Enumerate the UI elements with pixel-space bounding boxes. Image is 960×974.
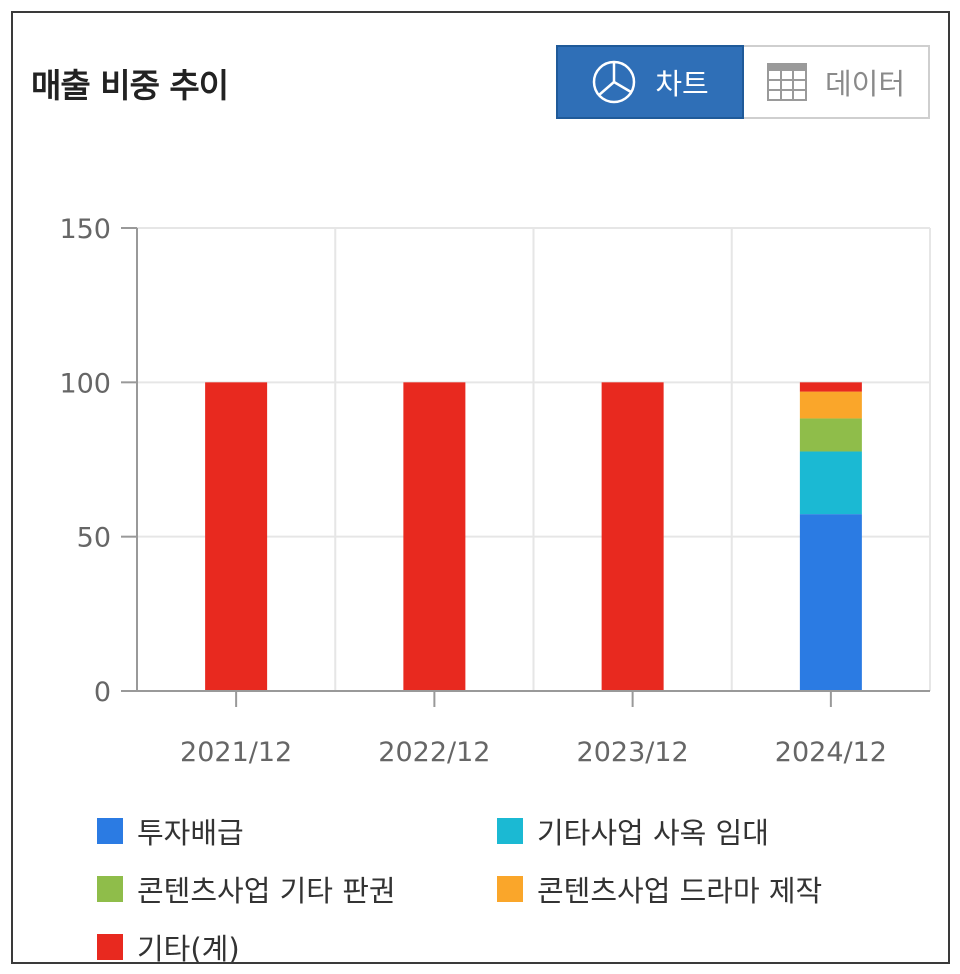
view-toggle: 차트 데이터 <box>556 45 930 119</box>
y-tick-label: 50 <box>77 523 111 554</box>
bar-segment <box>799 514 862 691</box>
legend-item[interactable]: 기타사업 사옥 임대 <box>497 813 857 850</box>
legend-swatch <box>97 876 123 902</box>
bar-segment <box>799 418 862 452</box>
legend-swatch <box>97 934 123 960</box>
legend-item[interactable]: 기타(계) <box>97 929 497 964</box>
x-tick-label: 2022/12 <box>378 737 490 768</box>
y-tick-label: 0 <box>94 677 111 708</box>
legend-swatch <box>497 818 523 844</box>
bar-segment <box>799 382 862 392</box>
x-tick-label: 2021/12 <box>180 737 292 768</box>
chart-view-label: 차트 <box>655 67 709 101</box>
data-view-button[interactable]: 데이터 <box>744 45 930 119</box>
legend-item[interactable]: 콘텐츠사업 기타 판권 <box>97 871 497 908</box>
legend-item[interactable]: 콘텐츠사업 드라마 제작 <box>497 871 857 908</box>
bar-segment <box>205 382 268 691</box>
x-tick-label: 2024/12 <box>775 737 887 768</box>
legend-label: 콘텐츠사업 드라마 제작 <box>537 874 823 908</box>
legend-swatch <box>97 818 123 844</box>
bar-segment <box>601 382 664 691</box>
legend-label: 기타(계) <box>137 932 240 964</box>
x-tick-label: 2023/12 <box>577 737 689 768</box>
table-grid-icon <box>766 63 807 101</box>
page-title: 매출 비중 추이 <box>31 66 229 105</box>
legend-swatch <box>497 876 523 902</box>
bar-segment <box>799 391 862 419</box>
stacked-bar-chart: 0 50 100 150 2021/12 2022/12 2023/12 2024/12 <box>59 214 931 768</box>
bar-segment <box>799 451 862 515</box>
data-view-label: 데이터 <box>824 67 906 101</box>
legend-label: 콘텐츠사업 기타 판권 <box>137 874 396 908</box>
legend-item[interactable]: 투자배급 <box>97 813 497 850</box>
legend-label: 투자배급 <box>137 816 244 850</box>
y-tick-label: 150 <box>59 214 111 245</box>
bar-segment <box>403 382 466 691</box>
pie-chart-icon <box>591 59 637 105</box>
chart-panel: 매출 비중 추이 차트 <box>11 11 950 964</box>
chart-view-button[interactable]: 차트 <box>556 45 744 119</box>
legend-label: 기타사업 사옥 임대 <box>537 816 769 850</box>
y-tick-label: 100 <box>59 368 111 399</box>
